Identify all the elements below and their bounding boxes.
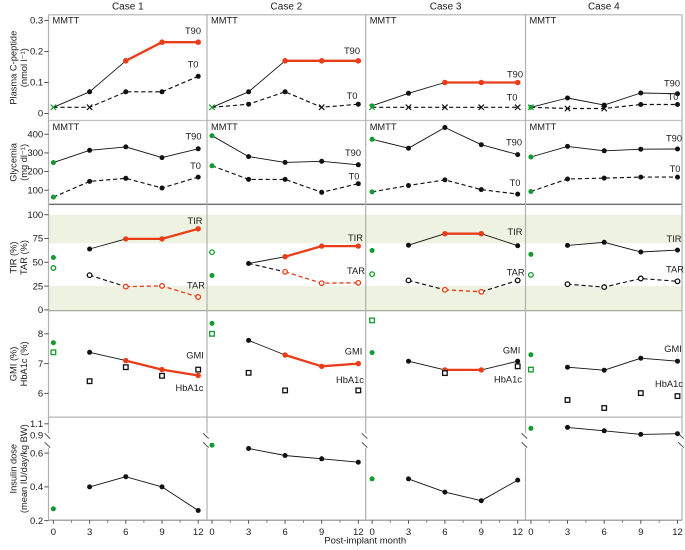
svg-text:0.6: 0.6 [30, 448, 43, 459]
svg-text:TAR: TAR [507, 268, 525, 278]
svg-text:6: 6 [442, 527, 447, 538]
svg-text:(nmol l⁻¹): (nmol l⁻¹) [19, 48, 29, 87]
svg-text:1.1: 1.1 [30, 419, 43, 430]
svg-text:25: 25 [33, 281, 44, 292]
svg-text:0.4: 0.4 [30, 482, 43, 493]
svg-text:T90: T90 [666, 134, 682, 144]
svg-text:HbA1c: HbA1c [655, 379, 683, 389]
svg-text:100: 100 [27, 185, 43, 196]
svg-text:Case 2: Case 2 [271, 1, 303, 12]
svg-text:0.2: 0.2 [30, 516, 43, 527]
svg-text:TAR: TAR [187, 281, 205, 291]
svg-text:T90: T90 [185, 132, 201, 142]
svg-text:T90: T90 [185, 26, 201, 36]
svg-text:Post-implant month: Post-implant month [324, 536, 406, 547]
svg-text:7: 7 [38, 359, 43, 370]
svg-text:T0: T0 [668, 92, 679, 102]
svg-text:MMTT: MMTT [53, 122, 80, 132]
svg-text:9: 9 [638, 527, 643, 538]
svg-text:T90: T90 [664, 79, 680, 89]
svg-text:MMTT: MMTT [530, 15, 557, 25]
svg-text:Insulin dose: Insulin dose [9, 444, 19, 494]
svg-text:GMI: GMI [664, 344, 682, 354]
svg-text:GMI: GMI [186, 351, 204, 361]
svg-text:300: 300 [27, 148, 43, 159]
svg-text:Glycemia: Glycemia [9, 142, 19, 182]
svg-text:6: 6 [602, 527, 607, 538]
svg-text:HbA1c: HbA1c [494, 375, 522, 385]
svg-text:0.1: 0.1 [30, 78, 43, 89]
svg-text:TAR: TAR [347, 266, 365, 276]
svg-text:TIR: TIR [667, 234, 682, 244]
svg-text:GMI (%): GMI (%) [9, 347, 19, 382]
svg-text:MMTT: MMTT [53, 15, 80, 25]
svg-text:(mean IU/day/kg BW): (mean IU/day/kg BW) [19, 424, 29, 513]
svg-text:0: 0 [38, 109, 43, 120]
svg-text:(mg dl⁻¹): (mg dl⁻¹) [19, 144, 29, 181]
svg-text:0.9: 0.9 [30, 431, 43, 442]
svg-text:TIR: TIR [188, 216, 203, 226]
svg-text:0: 0 [369, 527, 374, 538]
svg-text:TIR (%): TIR (%) [9, 241, 19, 273]
svg-text:6: 6 [38, 389, 43, 400]
svg-text:0: 0 [38, 305, 43, 316]
svg-text:6: 6 [282, 527, 287, 538]
svg-text:Case 3: Case 3 [430, 1, 462, 12]
svg-text:12: 12 [512, 527, 523, 538]
svg-text:MMTT: MMTT [370, 122, 397, 132]
svg-text:3: 3 [87, 527, 92, 538]
svg-text:MMTT: MMTT [370, 15, 397, 25]
svg-text:0: 0 [209, 527, 214, 538]
svg-text:T0: T0 [190, 161, 201, 171]
svg-text:12: 12 [193, 527, 204, 538]
svg-text:T0: T0 [349, 172, 360, 182]
svg-text:GMI: GMI [503, 346, 521, 356]
svg-text:T0: T0 [510, 178, 521, 188]
svg-text:0: 0 [528, 527, 533, 538]
svg-text:Case 1: Case 1 [112, 1, 144, 12]
svg-text:HbA1c: HbA1c [176, 383, 204, 393]
svg-text:9: 9 [479, 527, 484, 538]
svg-text:400: 400 [27, 129, 43, 140]
svg-text:TAR: TAR [666, 265, 684, 275]
svg-text:HbA1c (%): HbA1c (%) [19, 341, 29, 386]
svg-text:100: 100 [27, 210, 43, 221]
svg-text:T0: T0 [670, 164, 681, 174]
svg-text:9: 9 [159, 527, 164, 538]
svg-text:T0: T0 [507, 93, 518, 103]
svg-text:Plasma C-peptide: Plasma C-peptide [9, 31, 19, 105]
svg-text:T90: T90 [506, 138, 522, 148]
svg-text:HbA1c: HbA1c [336, 375, 364, 385]
svg-text:3: 3 [406, 527, 411, 538]
svg-text:3: 3 [246, 527, 251, 538]
svg-text:50: 50 [33, 258, 44, 269]
svg-text:GMI: GMI [345, 347, 363, 357]
svg-text:8: 8 [38, 329, 43, 340]
svg-text:T0: T0 [188, 60, 199, 70]
svg-text:0.2: 0.2 [30, 47, 43, 58]
svg-text:T0: T0 [347, 91, 358, 101]
svg-text:MMTT: MMTT [530, 122, 557, 132]
svg-text:TIR: TIR [508, 227, 523, 237]
svg-text:3: 3 [565, 527, 570, 538]
svg-text:TAR (%): TAR (%) [19, 240, 29, 275]
svg-text:75: 75 [33, 234, 44, 245]
svg-text:TIR: TIR [348, 233, 363, 243]
svg-text:0: 0 [51, 527, 56, 538]
svg-text:T90: T90 [507, 70, 523, 80]
svg-text:Case 4: Case 4 [588, 1, 620, 12]
svg-text:MMTT: MMTT [211, 15, 238, 25]
svg-text:12: 12 [353, 527, 364, 538]
svg-text:T90: T90 [345, 148, 361, 158]
svg-text:6: 6 [123, 527, 128, 538]
svg-text:MMTT: MMTT [211, 122, 238, 132]
svg-text:200: 200 [27, 167, 43, 178]
svg-text:0.3: 0.3 [30, 16, 43, 27]
svg-text:T90: T90 [344, 46, 360, 56]
svg-text:9: 9 [319, 527, 324, 538]
svg-text:12: 12 [672, 527, 683, 538]
